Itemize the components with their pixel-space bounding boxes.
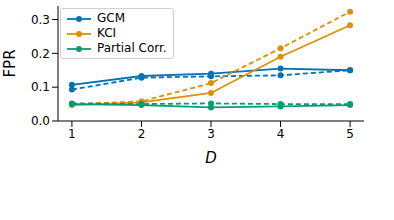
- svg-text:D: D: [205, 149, 217, 167]
- svg-text:0.0: 0.0: [31, 114, 50, 128]
- svg-text:0.1: 0.1: [31, 80, 50, 94]
- svg-text:2: 2: [138, 127, 146, 141]
- html-text:KCI: KCI: [97, 26, 117, 40]
- svg-text:5: 5: [346, 127, 354, 141]
- html-text:Partial Corr.: Partial Corr.: [97, 41, 167, 55]
- svg-text:FPR: FPR: [8, 49, 19, 77]
- svg-text:1: 1: [68, 127, 76, 141]
- html-text:GCM: GCM: [97, 11, 125, 25]
- svg-text:4: 4: [277, 127, 285, 141]
- svg-text:0.2: 0.2: [31, 47, 50, 61]
- svg-text:3: 3: [207, 127, 215, 141]
- svg-text:0.3: 0.3: [31, 13, 50, 27]
